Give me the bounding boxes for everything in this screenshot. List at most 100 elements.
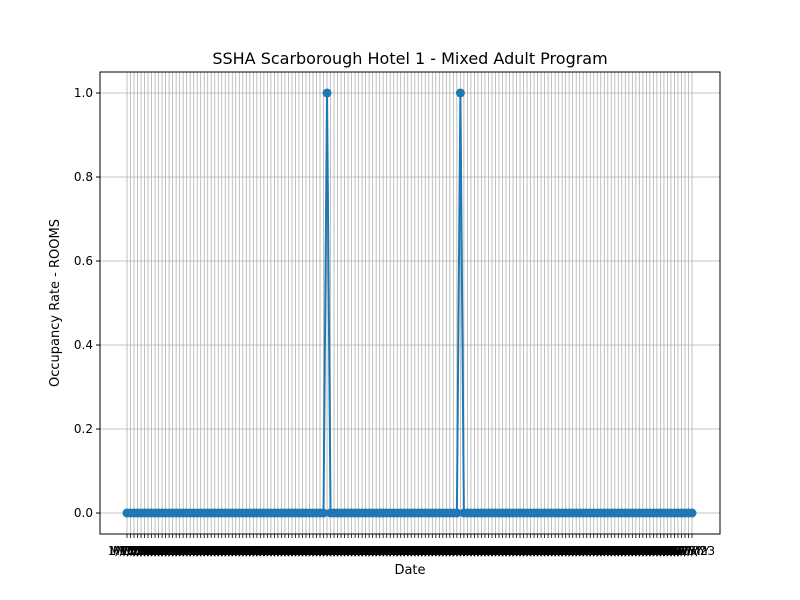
x-tick-label: M/D/YY bbox=[250, 544, 293, 558]
x-tick-label: M/D/YY bbox=[176, 544, 219, 558]
x-tick-label: M/D/YY bbox=[481, 544, 524, 558]
x-tick-label: M/D/YY bbox=[271, 544, 314, 558]
x-tick-label: M/D/YY bbox=[327, 544, 370, 558]
x-tick-label: 1/1/23 bbox=[108, 544, 147, 558]
x-tick-label: M/D/YY bbox=[439, 544, 482, 558]
x-tick-label: M/D/YY bbox=[657, 544, 700, 558]
x-tick-label: M/D/YY bbox=[197, 544, 240, 558]
x-tick-label: M/D/YY bbox=[351, 544, 394, 558]
x-tick-label: M/D/YY bbox=[285, 544, 328, 558]
x-tick-label: M/D/YY bbox=[264, 544, 307, 558]
x-tick-label: M/D/YY bbox=[566, 544, 609, 558]
x-tick-label: M/D/YY bbox=[344, 544, 387, 558]
x-tick-label: M/D/YY bbox=[387, 544, 430, 558]
x-tick-label: M/D/YY bbox=[443, 544, 486, 558]
x-tick-label: M/D/YY bbox=[408, 544, 451, 558]
x-tick-label: M/D/YY bbox=[295, 544, 338, 558]
plot-frame bbox=[99, 71, 721, 535]
x-tick-label: M/D/YY bbox=[432, 544, 475, 558]
y-tick-label: 0.8 bbox=[74, 170, 93, 184]
x-tick-label: M/D/YY bbox=[116, 544, 159, 558]
y-axis-label: Occupancy Rate - ROOMS bbox=[48, 219, 63, 387]
data-point bbox=[455, 88, 465, 98]
x-tick-label: M/D/YY bbox=[120, 544, 163, 558]
x-tick-label: M/D/YY bbox=[513, 544, 556, 558]
x-tick-label: M/D/YY bbox=[583, 544, 626, 558]
x-tick-label: M/D/YY bbox=[615, 544, 658, 558]
x-tick-label: M/D/YY bbox=[485, 544, 528, 558]
x-tick-label: M/D/YY bbox=[555, 544, 598, 558]
x-tick-label: M/D/YY bbox=[516, 544, 559, 558]
x-tick-label: M/D/YY bbox=[383, 544, 426, 558]
x-tick-label: M/D/YY bbox=[222, 544, 265, 558]
x-tick-label: M/D/YY bbox=[165, 544, 208, 558]
x-tick-label: M/D/YY bbox=[208, 544, 251, 558]
x-tick-label: M/D/YY bbox=[260, 544, 303, 558]
x-tick-label: M/D/YY bbox=[488, 544, 531, 558]
x-tick-label: M/D/YY bbox=[309, 544, 352, 558]
x-tick-label: M/D/YY bbox=[611, 544, 654, 558]
y-tick-label: 0.0 bbox=[74, 506, 93, 520]
x-tick-label: M/D/YY bbox=[460, 544, 503, 558]
x-tick-label: M/D/YY bbox=[530, 544, 573, 558]
x-tick-label: M/D/YY bbox=[636, 544, 679, 558]
x-tick-label: 12/3/23 bbox=[669, 544, 715, 558]
x-tick-label: M/D/YY bbox=[218, 544, 261, 558]
x-tick-label: M/D/YY bbox=[415, 544, 458, 558]
x-tick-label: M/D/YY bbox=[548, 544, 591, 558]
x-tick-label: M/D/YY bbox=[608, 544, 651, 558]
x-tick-label: M/D/YY bbox=[127, 544, 170, 558]
x-tick-label: M/D/YY bbox=[552, 544, 595, 558]
x-tick-label: M/D/YY bbox=[650, 544, 693, 558]
y-tick-label: 0.4 bbox=[74, 338, 93, 352]
x-tick-label: M/D/YY bbox=[313, 544, 356, 558]
x-tick-label: M/D/YY bbox=[544, 544, 587, 558]
x-tick-label: M/D/YY bbox=[446, 544, 489, 558]
x-tick-label: M/D/YY bbox=[464, 544, 507, 558]
x-tick-label: M/D/YY bbox=[639, 544, 682, 558]
x-tick-label: M/D/YY bbox=[450, 544, 493, 558]
x-tick-label: M/D/YY bbox=[534, 544, 577, 558]
x-tick-label: M/D/YY bbox=[576, 544, 619, 558]
x-tick-label: M/D/YY bbox=[267, 544, 310, 558]
x-tick-label: M/D/YY bbox=[411, 544, 454, 558]
x-tick-label: M/D/YY bbox=[373, 544, 416, 558]
x-tick-label: M/D/YY bbox=[320, 544, 363, 558]
x-tick-label: M/D/YY bbox=[474, 544, 517, 558]
x-tick-label: M/D/YY bbox=[109, 544, 152, 558]
x-tick-label: M/D/YY bbox=[594, 544, 637, 558]
x-tick-label: M/D/YY bbox=[559, 544, 602, 558]
x-tick-label: M/D/YY bbox=[278, 544, 321, 558]
x-tick-label: M/D/YY bbox=[495, 544, 538, 558]
x-tick-label: M/D/YY bbox=[366, 544, 409, 558]
x-tick-label: M/D/YY bbox=[660, 544, 703, 558]
x-tick-label: M/D/YY bbox=[457, 544, 500, 558]
series-occupancy bbox=[122, 88, 697, 518]
x-tick-label: M/D/YY bbox=[509, 544, 552, 558]
x-tick-label: M/D/YY bbox=[211, 544, 254, 558]
x-tick-label: M/D/YY bbox=[123, 544, 166, 558]
x-tick-label: M/D/YY bbox=[302, 544, 345, 558]
x-tick-label: M/D/YY bbox=[141, 544, 184, 558]
x-tick-label: M/D/YY bbox=[236, 544, 279, 558]
x-tick-label: M/D/YY bbox=[622, 544, 665, 558]
x-tick-label: M/D/YY bbox=[394, 544, 437, 558]
x-tick-label: M/D/YY bbox=[155, 544, 198, 558]
y-ticks: 0.0 0.2 0.4 0.6 0.8 1.0 bbox=[74, 86, 100, 520]
x-tick-label: M/D/YY bbox=[201, 544, 244, 558]
x-tick-label: M/D/YY bbox=[523, 544, 566, 558]
x-tick-label: M/D/YY bbox=[580, 544, 623, 558]
x-tick-label: M/D/YY bbox=[183, 544, 226, 558]
x-tick-label: M/D/YY bbox=[590, 544, 633, 558]
y-tick-label: 1.0 bbox=[74, 86, 93, 100]
x-tick-label: M/D/YY bbox=[425, 544, 468, 558]
x-tick-label: M/D/YY bbox=[502, 544, 545, 558]
x-tick-label: M/D/YY bbox=[187, 544, 230, 558]
x-tick-label: M/D/YY bbox=[390, 544, 433, 558]
x-tick-label: M/D/YY bbox=[288, 544, 331, 558]
data-point bbox=[322, 88, 332, 98]
x-tick-label: M/D/YY bbox=[422, 544, 465, 558]
x-tick-label: M/D/YY bbox=[618, 544, 661, 558]
x-tick-label: M/D/YY bbox=[436, 544, 479, 558]
